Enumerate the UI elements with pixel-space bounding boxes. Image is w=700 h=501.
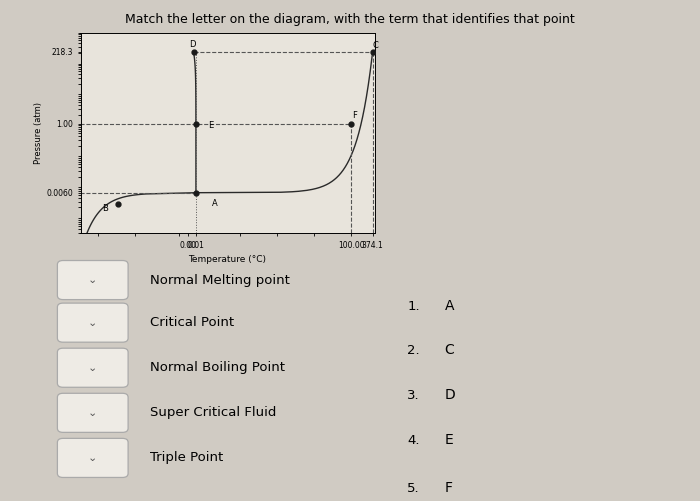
Text: Match the letter on the diagram, with the term that identifies that point: Match the letter on the diagram, with th… [125,13,575,26]
Text: 2.: 2. [407,344,420,357]
Text: C: C [372,41,379,50]
Text: ⌄: ⌄ [88,408,97,418]
Text: Normal Boiling Point: Normal Boiling Point [150,361,286,374]
Text: ⌄: ⌄ [88,363,97,373]
Text: Critical Point: Critical Point [150,316,234,329]
Text: ⌄: ⌄ [88,275,97,285]
Text: 3.: 3. [407,389,420,402]
Text: A: A [212,199,218,208]
Text: ⌄: ⌄ [88,318,97,328]
Text: 4.: 4. [407,434,420,447]
X-axis label: Temperature (°C): Temperature (°C) [188,255,267,264]
Text: F: F [444,481,452,495]
Text: Normal Melting point: Normal Melting point [150,274,290,287]
Text: D: D [444,388,455,402]
Y-axis label: Pressure (atm): Pressure (atm) [34,102,43,164]
Text: Triple Point: Triple Point [150,451,224,464]
Text: B: B [102,204,108,213]
Text: ⌄: ⌄ [88,453,97,463]
Text: A: A [444,300,454,313]
Text: D: D [189,40,195,49]
Text: C: C [444,343,454,357]
Text: 1.: 1. [407,300,420,313]
Text: E: E [209,121,214,130]
Text: 5.: 5. [407,482,420,495]
Text: Super Critical Fluid: Super Critical Fluid [150,406,277,419]
Text: E: E [444,433,454,447]
Text: F: F [352,111,357,120]
